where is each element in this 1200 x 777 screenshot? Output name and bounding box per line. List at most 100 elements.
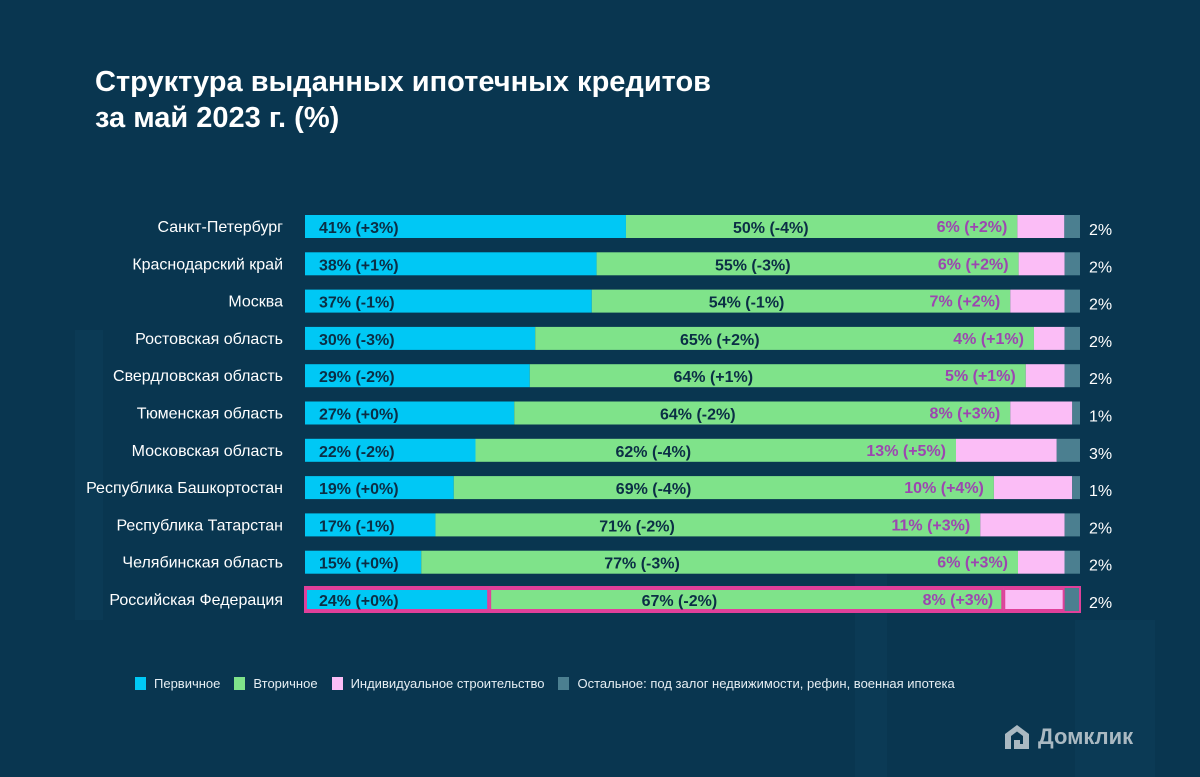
bar-segment-secondary xyxy=(421,550,1018,574)
bar-segment-primary xyxy=(305,550,422,574)
legend-label: Остальное: под залог недвижимости, рефин… xyxy=(577,676,955,691)
data-label-other: 2% xyxy=(1089,222,1112,239)
brand-name: Домклик xyxy=(1038,724,1134,749)
bar-segment-individual xyxy=(956,438,1057,462)
category-label: Республика Башкортостан xyxy=(86,480,283,497)
legend-label: Первичное xyxy=(154,676,221,691)
category-label: Российская Федерация xyxy=(109,592,283,609)
data-label-secondary: 71% (-2%) xyxy=(599,518,675,535)
title-line-1: Структура выданных ипотечных кредитов xyxy=(95,66,712,98)
category-label: Москва xyxy=(228,294,283,311)
data-label-primary: 29% (-2%) xyxy=(319,369,395,386)
data-label-individual: 5% (+1%) xyxy=(945,368,1016,385)
bar-segment-secondary xyxy=(529,364,1026,388)
highlight-border xyxy=(489,588,1004,611)
data-label-individual: 7% (+2%) xyxy=(930,294,1001,311)
category-label: Московская область xyxy=(132,443,283,460)
chart-title: Структура выданных ипотечных кредитов за … xyxy=(95,64,711,136)
data-label-secondary: 62% (-4%) xyxy=(615,444,691,461)
background-decoration xyxy=(75,330,103,620)
legend-swatch xyxy=(234,677,246,690)
category-label: Свердловская область xyxy=(113,368,283,385)
data-label-other: 1% xyxy=(1089,483,1112,500)
data-label-individual: 4% (+1%) xyxy=(953,331,1024,348)
bar-segment-secondary xyxy=(475,438,956,462)
bar-segment-other xyxy=(1072,476,1080,500)
data-label-individual: 8% (+3%) xyxy=(923,592,994,609)
bar-segment-primary xyxy=(305,401,515,425)
bar-segment-individual xyxy=(993,476,1073,500)
data-label-primary: 41% (+3%) xyxy=(319,220,399,237)
data-label-individual: 6% (+2%) xyxy=(937,219,1008,236)
bar-segment-primary xyxy=(305,252,597,276)
highlight-border xyxy=(1003,588,1065,611)
data-label-primary: 22% (-2%) xyxy=(319,444,395,461)
data-label-secondary: 65% (+2%) xyxy=(680,332,760,349)
bar-segment-other xyxy=(1072,401,1080,425)
legend-swatch xyxy=(558,677,570,690)
data-label-individual: 6% (+2%) xyxy=(938,256,1009,273)
bar-segment-other xyxy=(1064,364,1080,388)
data-label-secondary: 50% (-4%) xyxy=(733,220,809,237)
bar-segment-other xyxy=(1064,252,1080,276)
bar-segment-other xyxy=(1064,326,1080,350)
data-label-primary: 30% (-3%) xyxy=(319,332,395,349)
bar-segment-other xyxy=(1064,513,1080,537)
data-label-individual: 11% (+3%) xyxy=(892,517,971,534)
data-label-other: 2% xyxy=(1089,259,1112,276)
bar-segment-other xyxy=(1056,438,1080,462)
bar-segment-primary xyxy=(305,364,530,388)
legend-item-secondary: Вторичное xyxy=(234,676,318,691)
data-label-other: 2% xyxy=(1089,520,1112,537)
bar-segment-secondary xyxy=(625,215,1018,238)
highlight-outline xyxy=(304,586,1081,613)
data-label-secondary: 69% (-4%) xyxy=(616,481,692,498)
category-label: Краснодарский край xyxy=(132,256,283,273)
bar-segment-primary xyxy=(305,513,436,537)
background-decoration xyxy=(1075,620,1155,777)
bar-segment-secondary xyxy=(435,513,981,537)
legend-item-other: Остальное: под залог недвижимости, рефин… xyxy=(558,676,955,691)
bar-segment-primary xyxy=(305,438,476,462)
data-label-individual: 13% (+5%) xyxy=(866,443,946,460)
data-label-other: 2% xyxy=(1089,297,1112,314)
bar-segment-individual xyxy=(1018,550,1065,574)
category-label: Республика Татарстан xyxy=(116,517,283,534)
data-label-primary: 37% (-1%) xyxy=(319,295,395,312)
bar-segment-other xyxy=(1064,550,1080,574)
data-label-secondary: 55% (-3%) xyxy=(715,257,791,274)
legend-swatch xyxy=(135,677,146,690)
bar-segment-individual xyxy=(1010,401,1073,425)
data-label-primary: 27% (+0%) xyxy=(319,407,399,424)
bar-segment-individual xyxy=(1003,588,1065,611)
bar-segment-primary xyxy=(305,476,454,500)
data-label-secondary: 54% (-1%) xyxy=(709,295,785,312)
bar-segment-other xyxy=(1064,215,1080,238)
bar-segment-primary xyxy=(305,326,536,350)
data-label-primary: 38% (+1%) xyxy=(319,257,399,274)
data-label-individual: 6% (+3%) xyxy=(937,555,1008,572)
bar-segment-secondary xyxy=(453,476,994,500)
bar-segment-other xyxy=(1064,588,1080,611)
bar-segment-individual xyxy=(1018,252,1065,276)
bar-segment-secondary xyxy=(535,326,1034,350)
data-label-other: 2% xyxy=(1089,595,1112,612)
data-label-other: 2% xyxy=(1089,334,1112,351)
data-label-individual: 8% (+3%) xyxy=(930,406,1001,423)
data-label-primary: 19% (+0%) xyxy=(319,481,399,498)
bar-segment-primary xyxy=(305,588,490,611)
brand-logo: Домклик xyxy=(1002,722,1133,752)
bar-segment-secondary xyxy=(591,289,1011,313)
data-label-secondary: 77% (-3%) xyxy=(604,556,680,573)
legend-label: Индивидуальное строительство xyxy=(350,676,545,691)
legend-item-primary: Первичное xyxy=(135,676,220,691)
house-icon xyxy=(1005,725,1029,749)
category-label: Тюменская область xyxy=(137,406,283,423)
bar-segment-individual xyxy=(1025,364,1065,388)
bar-segment-individual xyxy=(1033,326,1065,350)
data-label-other: 1% xyxy=(1089,409,1112,426)
title-line-2: за май 2023 г. (%) xyxy=(95,102,340,134)
bar-segment-primary xyxy=(305,215,626,238)
bar-segment-secondary xyxy=(514,401,1011,425)
